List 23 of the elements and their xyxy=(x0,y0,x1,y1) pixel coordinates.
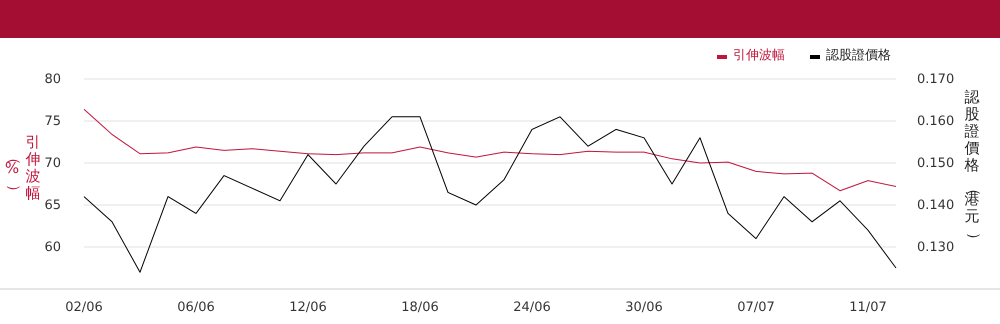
x-tick-label: 11/07 xyxy=(849,300,887,316)
x-tick-label: 30/06 xyxy=(625,300,663,316)
y2-tick-label: 0.150 xyxy=(917,156,954,172)
y2-tick-label: 0.160 xyxy=(917,114,954,130)
x-tick-label: 18/06 xyxy=(401,300,439,316)
line-series xyxy=(84,116,896,273)
legend-label: 引伸波幅 xyxy=(733,48,785,63)
x-tick-label: 07/07 xyxy=(737,300,775,316)
y2-tick-label: 0.130 xyxy=(917,240,954,256)
y-tick-label: 80 xyxy=(44,72,61,88)
y-tick-label: 65 xyxy=(44,198,61,214)
x-tick-label: 02/06 xyxy=(65,300,103,316)
y2-tick-label: 0.140 xyxy=(917,198,954,214)
x-tick-label: 12/06 xyxy=(289,300,327,316)
y-tick-label: 60 xyxy=(44,240,61,256)
x-tick-label: 06/06 xyxy=(177,300,215,316)
line-series xyxy=(84,108,896,192)
y2-tick-label: 0.170 xyxy=(917,72,954,88)
legend-label: 認股證價格 xyxy=(826,48,891,63)
x-tick-label: 24/06 xyxy=(513,300,551,316)
y-tick-label: 70 xyxy=(44,156,61,172)
y-tick-label: 75 xyxy=(44,114,61,130)
text: 認股證價格（港元） xyxy=(964,88,984,247)
